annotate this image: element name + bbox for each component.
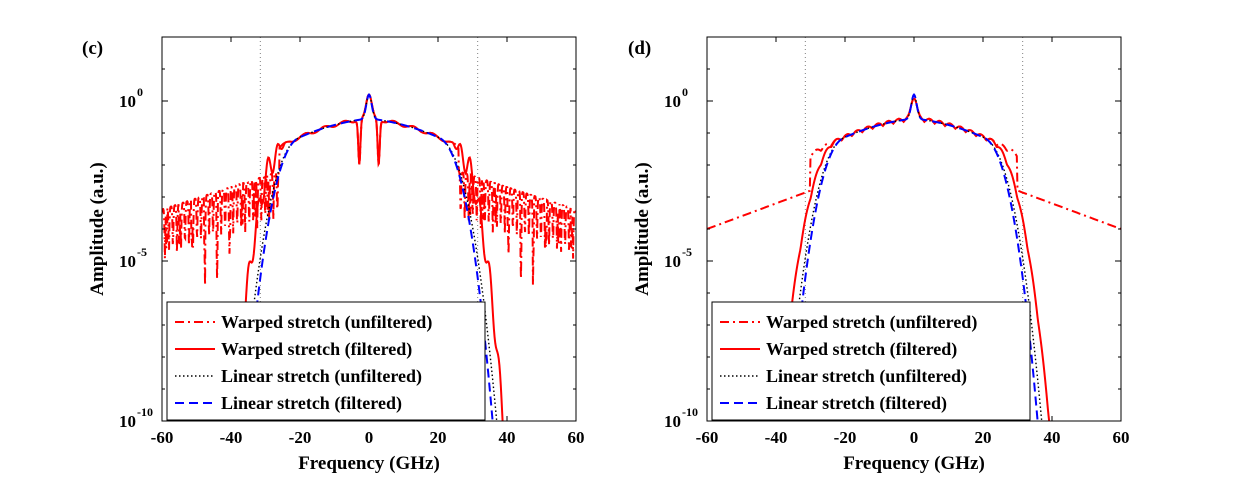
x-tick-label: -60 (696, 428, 719, 447)
x-tick-label: 0 (365, 428, 374, 447)
legend-box (711, 301, 1031, 421)
y-tick-label: 10 (119, 252, 136, 271)
series-group (707, 93, 1121, 421)
x-tick-label: 20 (430, 428, 447, 447)
x-tick-label: 60 (568, 428, 585, 447)
x-tick-label: 60 (1113, 428, 1130, 447)
y-tick-label: 10 (119, 412, 136, 431)
y-tick-label: 10 (119, 92, 136, 111)
legend: Warped stretch (unfiltered) Warped stretc… (711, 301, 1031, 421)
legend: Warped stretch (unfiltered) Warped stretc… (166, 301, 486, 421)
panel-label: (d) (628, 38, 651, 59)
y-tick-exponent: 0 (137, 85, 143, 99)
x-tick-label: -40 (765, 428, 788, 447)
series-group (162, 93, 576, 421)
x-tick-label: -20 (834, 428, 857, 447)
y-tick-label: 10 (664, 92, 681, 111)
y-tick-exponent: -10 (137, 405, 153, 419)
y-tick-exponent: -5 (682, 245, 692, 259)
legend-box (166, 301, 486, 421)
x-tick-label: -20 (289, 428, 312, 447)
x-tick-label: 40 (499, 428, 516, 447)
y-tick-label: 10 (664, 412, 681, 431)
legend-entry-label: Linear stretch (unfiltered) (766, 366, 967, 387)
series-line-warped-stretch-filtered- (777, 97, 1051, 421)
y-axis-label: Amplitude (a.u.) (87, 162, 108, 296)
legend-entry-label: Warped stretch (unfiltered) (221, 312, 432, 333)
y-tick-exponent: -5 (137, 245, 147, 259)
panel-label: (c) (82, 38, 103, 59)
legend-entry-label: Linear stretch (filtered) (221, 393, 402, 414)
x-tick-label: -40 (220, 428, 243, 447)
y-tick-label: 10 (664, 252, 681, 271)
series-line-warped-stretch-unfiltered- (162, 93, 576, 285)
y-tick-exponent: -10 (682, 405, 698, 419)
x-axis-label: Frequency (GHz) (843, 453, 985, 474)
x-tick-label: -60 (151, 428, 174, 447)
x-tick-label: 40 (1044, 428, 1061, 447)
x-tick-label: 0 (910, 428, 919, 447)
series-line-linear-stretch-filtered- (244, 93, 494, 421)
legend-entry-label: Linear stretch (filtered) (766, 393, 947, 414)
legend-entry-label: Warped stretch (filtered) (221, 339, 412, 360)
y-axis-label: Amplitude (a.u.) (632, 162, 653, 296)
legend-entry-label: Warped stretch (unfiltered) (766, 312, 977, 333)
series-line-linear-stretch-filtered- (789, 93, 1039, 421)
x-tick-label: 20 (975, 428, 992, 447)
legend-entry-label: Warped stretch (filtered) (766, 339, 957, 360)
legend-entry-label: Linear stretch (unfiltered) (221, 366, 422, 387)
x-axis-label: Frequency (GHz) (298, 453, 440, 474)
y-tick-exponent: 0 (682, 85, 688, 99)
